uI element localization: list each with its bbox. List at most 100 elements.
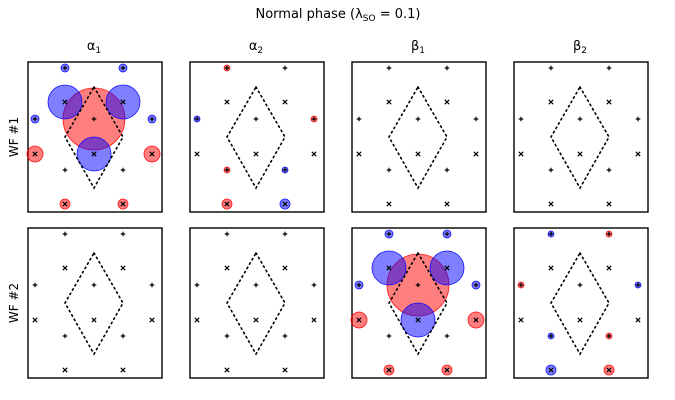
column-header-alpha-1: α1 xyxy=(87,39,101,56)
plus-site-marker xyxy=(253,116,259,122)
cross-site-marker xyxy=(386,201,392,207)
plus-site-marker xyxy=(62,167,68,173)
cross-site-marker xyxy=(194,151,200,157)
cross-site-marker xyxy=(253,151,259,157)
cross-site-marker xyxy=(311,317,317,323)
cross-site-marker xyxy=(224,201,230,207)
panel-r2-c2 xyxy=(189,227,325,379)
plus-site-marker xyxy=(32,116,38,122)
cross-site-marker xyxy=(356,151,362,157)
plus-site-marker xyxy=(120,231,126,237)
panel-r2-c4 xyxy=(513,227,649,379)
plus-site-marker xyxy=(120,65,126,71)
plus-site-marker xyxy=(311,116,317,122)
plus-site-marker xyxy=(91,116,97,122)
cross-site-marker xyxy=(386,265,392,271)
cross-site-marker xyxy=(444,367,450,373)
plus-site-marker xyxy=(386,333,392,339)
cross-site-marker xyxy=(444,201,450,207)
plus-site-marker xyxy=(473,116,479,122)
cross-site-marker xyxy=(577,317,583,323)
unit-cell-outline xyxy=(550,251,610,356)
unit-cell-outline xyxy=(388,251,448,356)
plus-site-marker xyxy=(606,333,612,339)
panel-r2-c3 xyxy=(350,227,487,379)
plus-site-marker xyxy=(62,65,68,71)
plus-site-marker xyxy=(444,333,450,339)
plus-site-marker xyxy=(120,333,126,339)
panel-r1-c4 xyxy=(513,61,649,213)
cross-site-marker xyxy=(120,201,126,207)
unit-cell-outline xyxy=(64,85,124,190)
panel-frame xyxy=(189,227,325,379)
cross-site-marker xyxy=(282,201,288,207)
column-header-beta-2: β2 xyxy=(573,39,587,56)
cross-site-marker xyxy=(62,367,68,373)
plus-site-marker xyxy=(149,116,155,122)
plus-site-marker xyxy=(518,282,524,288)
plus-site-marker xyxy=(62,231,68,237)
unit-cell-outline xyxy=(226,251,286,356)
plus-site-marker xyxy=(32,282,38,288)
plus-site-marker xyxy=(548,167,554,173)
plus-site-marker xyxy=(91,282,97,288)
plus-site-marker xyxy=(282,333,288,339)
cross-site-marker xyxy=(518,151,524,157)
cross-site-marker xyxy=(149,151,155,157)
plus-site-marker xyxy=(444,65,450,71)
cross-site-marker xyxy=(415,151,421,157)
plus-site-marker xyxy=(282,167,288,173)
cross-site-marker xyxy=(606,265,612,271)
plus-site-marker xyxy=(577,282,583,288)
cross-site-marker xyxy=(386,367,392,373)
plus-site-marker xyxy=(224,167,230,173)
cross-site-marker xyxy=(62,99,68,105)
plus-site-marker xyxy=(548,65,554,71)
cross-site-marker xyxy=(444,265,450,271)
plus-site-marker xyxy=(577,116,583,122)
plus-site-marker xyxy=(606,167,612,173)
panel-frame xyxy=(351,227,487,379)
cross-site-marker xyxy=(91,151,97,157)
plus-site-marker xyxy=(606,231,612,237)
plus-site-marker xyxy=(224,231,230,237)
cross-site-marker xyxy=(356,317,362,323)
cross-site-marker xyxy=(311,151,317,157)
cross-site-marker xyxy=(386,99,392,105)
plus-site-marker xyxy=(194,116,200,122)
cross-site-marker xyxy=(32,317,38,323)
panel-r1-c1 xyxy=(26,61,163,213)
cross-site-marker xyxy=(149,317,155,323)
plus-site-marker xyxy=(548,231,554,237)
cross-site-marker xyxy=(224,367,230,373)
plus-site-marker xyxy=(415,116,421,122)
plus-site-marker xyxy=(386,167,392,173)
panel-frame xyxy=(513,61,649,213)
panel-frame xyxy=(27,61,163,213)
plus-site-marker xyxy=(356,282,362,288)
plus-site-marker xyxy=(224,333,230,339)
cross-site-marker xyxy=(548,265,554,271)
cross-site-marker xyxy=(120,99,126,105)
cross-site-marker xyxy=(606,201,612,207)
unit-cell-outline xyxy=(226,85,286,190)
plus-site-marker xyxy=(194,282,200,288)
plus-site-marker xyxy=(444,231,450,237)
panel-frame xyxy=(189,61,325,213)
cross-site-marker xyxy=(548,201,554,207)
column-header-beta-1: β1 xyxy=(411,39,425,56)
plus-site-marker xyxy=(635,116,641,122)
cross-site-marker xyxy=(518,317,524,323)
plus-site-marker xyxy=(356,116,362,122)
cross-site-marker xyxy=(473,151,479,157)
plus-site-marker xyxy=(518,116,524,122)
plus-site-marker xyxy=(282,231,288,237)
panel-frame xyxy=(27,227,163,379)
cross-site-marker xyxy=(91,317,97,323)
cross-site-marker xyxy=(577,151,583,157)
panel-frame xyxy=(513,227,649,379)
plus-site-marker xyxy=(635,282,641,288)
plus-site-marker xyxy=(149,282,155,288)
cross-site-marker xyxy=(282,99,288,105)
